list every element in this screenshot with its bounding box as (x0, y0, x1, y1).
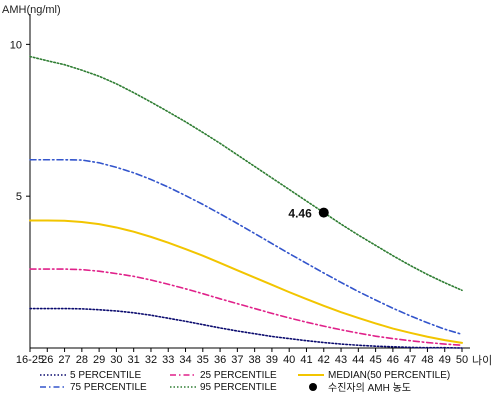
legend-swatch-marker (309, 383, 317, 391)
series-line-25-percentile (29, 268, 463, 347)
x-tick-label: 30 (110, 354, 122, 366)
x-tick-label: 36 (214, 354, 226, 366)
y-tick-label: 10 (10, 39, 22, 51)
patient-marker-dot (318, 207, 329, 218)
x-tick-label: 34 (179, 354, 191, 366)
x-tick-label: 28 (76, 354, 88, 366)
y-axis-title: AMH(ng/ml) (2, 4, 61, 16)
x-tick-label: 49 (439, 354, 451, 366)
x-tick-label: 43 (335, 354, 347, 366)
legend-label: 75 PERCENTILE (70, 382, 147, 393)
y-tick-label: 5 (16, 191, 22, 203)
series-line-95-percentile (29, 55, 463, 292)
x-tick-label: 47 (404, 354, 416, 366)
x-tick-label: 45 (369, 354, 381, 366)
x-axis-title: 나이 (472, 354, 492, 367)
y-ticks: 5 10 (10, 39, 30, 203)
x-tick-label: 32 (145, 354, 157, 366)
x-tick-label: 38 (249, 354, 261, 366)
series-line-5-percentile (29, 307, 463, 349)
x-tick-label: 37 (231, 354, 243, 366)
legend: 5 PERCENTILE 25 PERCENTILE MEDIAN(50 PERCE… (40, 370, 450, 394)
x-tick-label: 39 (266, 354, 278, 366)
x-tick-label: 50 (456, 354, 468, 366)
patient-marker-label: 4.46 (288, 207, 312, 221)
patient-marker: 4.46 (288, 207, 329, 221)
x-tick-label: 44 (352, 354, 364, 366)
series-line-median-50-percentile (29, 219, 463, 344)
x-tick-label: 27 (58, 354, 70, 366)
x-tick-label: 35 (197, 354, 209, 366)
x-tick-label: 29 (93, 354, 105, 366)
x-tick-label: 41 (300, 354, 312, 366)
legend-label: 5 PERCENTILE (70, 370, 141, 381)
x-tick-label: 48 (421, 354, 433, 366)
legend-label: 25 PERCENTILE (200, 370, 277, 381)
x-tick-label: 16-25 (16, 354, 44, 366)
series-lines (29, 55, 463, 349)
series-line-75-percentile (29, 158, 463, 336)
x-tick-label: 33 (162, 354, 174, 366)
x-tick-label: 42 (318, 354, 330, 366)
legend-label: 수진자의 AMH 농도 (328, 382, 411, 394)
x-tick-label: 31 (128, 354, 140, 366)
legend-label: MEDIAN(50 PERCENTILE) (328, 370, 450, 381)
x-tick-label: 40 (283, 354, 295, 366)
x-tick-label: 46 (387, 354, 399, 366)
legend-label: 95 PERCENTILE (200, 382, 277, 393)
x-tick-label: 26 (41, 354, 53, 366)
